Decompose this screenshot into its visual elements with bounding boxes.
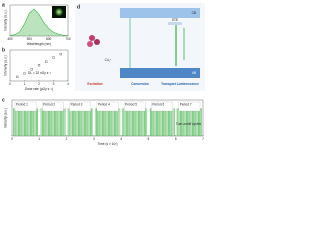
figure: d CB VB STE Cu₁⁺ Excitation Conversion T… (0, 0, 207, 150)
x-tick-label: 2 (38, 82, 40, 86)
annotation: DL = 32 nGy s⁻¹ (28, 71, 51, 75)
x-axis-label: Time (s × 10³) (98, 142, 118, 146)
vb-band (120, 68, 200, 78)
x-tick-label: 4 (120, 137, 122, 141)
period-label-bg (124, 101, 146, 112)
x-tick-label: 500 (27, 37, 33, 41)
cu-label: Cu₁⁺ (105, 58, 112, 62)
point (16, 75, 19, 78)
period-label: Period 5 (125, 102, 137, 106)
x-axis-label: Wavelength (nm) (27, 42, 51, 46)
period-label: Period 2 (43, 102, 55, 106)
period-block (67, 108, 93, 136)
vb-label: VB (192, 71, 196, 75)
point (23, 72, 26, 75)
x-tick-label: 3 (53, 82, 55, 86)
x-tick-label: 3 (93, 137, 95, 141)
period-label: Period 1 (16, 102, 28, 106)
period-label-bg (69, 101, 91, 112)
period-label: Period 7 (180, 102, 192, 106)
x-tick-label: 4 (67, 82, 69, 86)
point (37, 64, 41, 67)
point (59, 53, 62, 56)
y-axis-label: Intensity (a.u.) (3, 108, 7, 128)
x-tick-label: 700 (65, 37, 71, 41)
x-axis-label: Dose rate (μGy s⁻¹) (25, 87, 53, 91)
cb-label: CB (192, 11, 196, 15)
cb-band (120, 8, 200, 18)
x-tick-label: 5 (148, 137, 150, 141)
panel-label: a (2, 2, 5, 8)
mechanism-diagram: d CB VB STE Cu₁⁺ Excitation Conversion T… (75, 3, 205, 91)
ste-label: STE (172, 18, 178, 22)
period-block (13, 108, 39, 136)
panel-label: c (2, 97, 5, 103)
period-label: Period 6 (152, 102, 164, 106)
x-tick-label: 0 (9, 82, 11, 86)
point (30, 68, 33, 71)
period-block (94, 108, 121, 136)
x-tick-label: 0 (11, 137, 13, 141)
point (45, 60, 48, 63)
x-tick-label: 400 (7, 37, 13, 41)
period-label: Period 3 (71, 102, 83, 106)
y-axis-label: Intensity (a.u.) (3, 10, 7, 30)
x-tick-label: 2 (66, 137, 68, 141)
x-tick-label: 1 (24, 82, 26, 86)
period-block (149, 108, 175, 136)
x-tick-label: 600 (46, 37, 52, 41)
panel-label: d (77, 4, 80, 10)
y-axis-label: Intensity (a.u.) (3, 55, 7, 75)
step-label: Conversion (131, 82, 149, 86)
point (52, 56, 55, 59)
period-label-bg (178, 101, 201, 112)
x-tick-label: 1 (38, 137, 40, 141)
period-label-bg (151, 101, 173, 112)
x-tick-label: 7 (202, 137, 204, 141)
period-block (176, 108, 202, 136)
ion (89, 35, 95, 41)
step-label: Transport Luminescence (161, 82, 199, 86)
ion (94, 39, 100, 45)
ste-level (168, 22, 182, 25)
period-label: Period 4 (98, 102, 110, 106)
inset-glow (55, 8, 63, 16)
spectrum-area (10, 9, 68, 36)
period-label-bg (14, 101, 37, 112)
period-label-bg (42, 101, 64, 112)
step-label: Excitation (87, 82, 102, 86)
spectrum-line (9, 8, 69, 37)
ion (87, 41, 93, 47)
period-block (40, 108, 66, 136)
annotation: Turn-on/off cycles (176, 122, 202, 126)
period-label-bg (96, 101, 119, 112)
axes-frame (9, 4, 69, 37)
panel-label: b (2, 47, 5, 53)
x-tick-label: 6 (175, 137, 177, 141)
period-block (122, 108, 148, 136)
